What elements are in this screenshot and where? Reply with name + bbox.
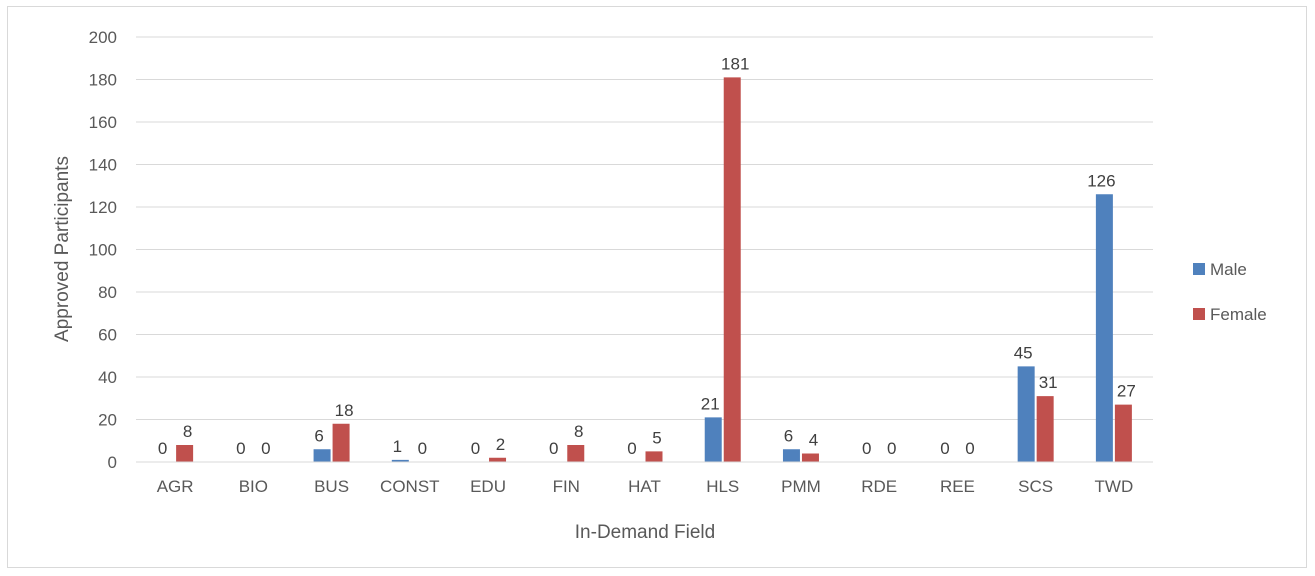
- data-label: 0: [261, 439, 270, 458]
- x-tick-label: CONST: [380, 477, 440, 496]
- data-label: 126: [1087, 171, 1115, 190]
- bar-male-const: [391, 459, 409, 462]
- bar-female-bus: [332, 423, 350, 462]
- y-tick-label: 160: [89, 113, 117, 132]
- x-tick-label: FIN: [553, 477, 580, 496]
- bar-male-bus: [313, 449, 331, 462]
- x-tick-label: PMM: [781, 477, 821, 496]
- data-label: 0: [965, 439, 974, 458]
- y-tick-label: 120: [89, 198, 117, 217]
- data-label: 0: [418, 439, 427, 458]
- data-label: 0: [549, 439, 558, 458]
- data-label: 0: [862, 439, 871, 458]
- x-tick-label: HAT: [628, 477, 661, 496]
- legend-swatch-female: [1193, 308, 1205, 320]
- y-tick-label: 180: [89, 71, 117, 90]
- bar-female-agr: [176, 445, 194, 462]
- bar-female-hat: [645, 451, 663, 462]
- data-label: 4: [809, 431, 818, 450]
- x-axis-title: In-Demand Field: [575, 522, 715, 543]
- y-tick-label: 140: [89, 156, 117, 175]
- bar-male-twd: [1095, 194, 1113, 462]
- x-tick-label: EDU: [470, 477, 506, 496]
- x-axis-ticks: AGR BIO BUS CONST EDU FIN HAT HLS PMM RDE REE SCS TW…: [157, 477, 1134, 496]
- data-label: 27: [1117, 382, 1136, 401]
- data-label: 6: [314, 426, 323, 445]
- data-label: 2: [496, 435, 505, 454]
- y-tick-label: 20: [98, 411, 117, 430]
- bar-female-pmm: [801, 453, 819, 462]
- x-tick-label: AGR: [157, 477, 194, 496]
- y-axis-ticks: 0 20 40 60 80 100 120 140 160 180 200: [89, 28, 117, 472]
- data-label: 8: [183, 422, 192, 441]
- bar-male-pmm: [782, 449, 800, 462]
- y-axis-title: Approved Participants: [52, 156, 73, 342]
- x-tick-label: TWD: [1095, 477, 1134, 496]
- data-label: 6: [784, 426, 793, 445]
- y-tick-label: 40: [98, 368, 117, 387]
- legend: Male Female: [1193, 260, 1267, 324]
- x-tick-label: BIO: [239, 477, 268, 496]
- data-label: 0: [236, 439, 245, 458]
- bars: [176, 77, 1132, 462]
- y-tick-label: 60: [98, 326, 117, 345]
- x-tick-label: BUS: [314, 477, 349, 496]
- gridlines: [136, 36, 1153, 420]
- x-tick-label: REE: [940, 477, 975, 496]
- y-tick-label: 0: [108, 453, 117, 472]
- bar-female-fin: [567, 445, 585, 462]
- bar-female-edu: [489, 457, 507, 462]
- data-label: 0: [627, 439, 636, 458]
- data-label: 0: [158, 439, 167, 458]
- bar-female-scs: [1036, 396, 1054, 462]
- x-tick-label: SCS: [1018, 477, 1053, 496]
- data-label: 1: [393, 437, 402, 456]
- y-tick-label: 100: [89, 241, 117, 260]
- data-label: 18: [335, 401, 354, 420]
- data-label: 181: [721, 54, 749, 73]
- bar-female-hls: [723, 77, 741, 462]
- data-label: 45: [1014, 343, 1033, 362]
- chart-frame: [7, 6, 1307, 568]
- bar-male-hls: [704, 417, 722, 462]
- bar-female-twd: [1114, 404, 1132, 462]
- data-label: 31: [1039, 373, 1058, 392]
- x-tick-label: RDE: [861, 477, 897, 496]
- data-label: 5: [652, 428, 661, 447]
- bar-male-scs: [1017, 366, 1035, 462]
- y-tick-label: 200: [89, 28, 117, 47]
- data-label: 8: [574, 422, 583, 441]
- y-tick-label: 80: [98, 283, 117, 302]
- x-tick-label: HLS: [706, 477, 739, 496]
- data-label: 0: [471, 439, 480, 458]
- data-label: 21: [701, 394, 720, 413]
- legend-label-female: Female: [1210, 305, 1267, 324]
- data-label: 0: [940, 439, 949, 458]
- legend-label-male: Male: [1210, 260, 1247, 279]
- data-label: 0: [887, 439, 896, 458]
- legend-swatch-male: [1193, 263, 1205, 275]
